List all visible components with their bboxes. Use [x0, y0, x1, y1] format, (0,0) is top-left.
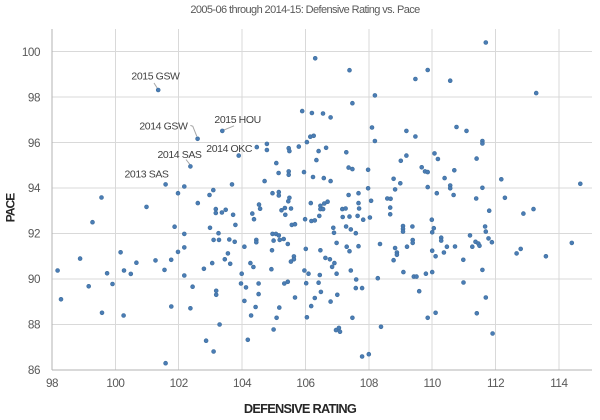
svg-text:96: 96 — [28, 137, 40, 150]
svg-text:DEFENSIVE RATING: DEFENSIVE RATING — [244, 401, 357, 416]
svg-text:2014 SAS: 2014 SAS — [157, 149, 201, 161]
svg-text:86: 86 — [28, 364, 40, 377]
svg-text:94: 94 — [28, 182, 41, 195]
svg-text:88: 88 — [28, 319, 40, 332]
svg-text:100: 100 — [22, 46, 41, 59]
svg-text:110: 110 — [424, 377, 442, 390]
svg-text:PACE: PACE — [4, 193, 18, 222]
svg-text:2014 OKC: 2014 OKC — [206, 143, 253, 155]
svg-text:98: 98 — [28, 91, 40, 104]
svg-text:2015 GSW: 2015 GSW — [131, 71, 180, 83]
svg-text:100: 100 — [106, 377, 125, 390]
svg-text:2005-06 through 2014-15: Defen: 2005-06 through 2014-15: Defensive Ratin… — [190, 4, 420, 16]
svg-text:2015 HOU: 2015 HOU — [214, 114, 260, 126]
svg-text:2013 SAS: 2013 SAS — [124, 168, 168, 180]
svg-text:104: 104 — [233, 377, 252, 390]
svg-text:112: 112 — [487, 377, 504, 390]
svg-text:98: 98 — [46, 377, 58, 390]
svg-text:92: 92 — [28, 228, 40, 241]
svg-text:108: 108 — [360, 377, 378, 390]
svg-text:102: 102 — [170, 377, 188, 390]
svg-text:106: 106 — [296, 377, 314, 390]
svg-text:114: 114 — [550, 377, 568, 390]
svg-text:2014 GSW: 2014 GSW — [139, 121, 188, 133]
svg-text:90: 90 — [28, 273, 41, 286]
